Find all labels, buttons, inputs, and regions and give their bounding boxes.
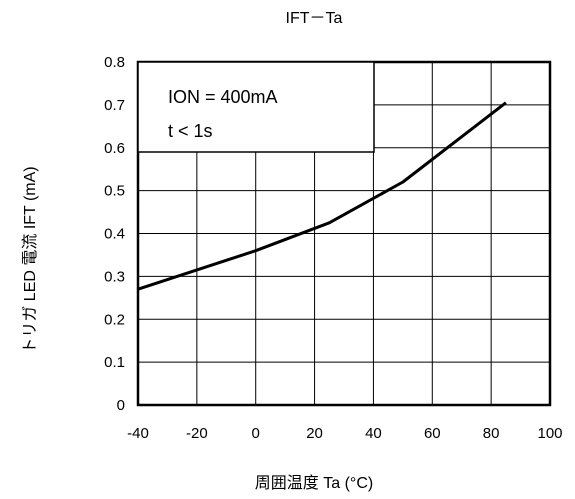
x-tick-labels: -40 -20 0 20 40 60 80 100 xyxy=(127,425,562,442)
y-tick-label: 0.8 xyxy=(104,54,125,71)
series-line xyxy=(137,101,507,291)
x-tick-label: 80 xyxy=(483,425,500,442)
x-tick-label: 40 xyxy=(365,425,382,442)
y-tick-label: 0.4 xyxy=(104,226,125,243)
x-tick-label: -20 xyxy=(186,425,208,442)
annotation-line-1: ION = 400mA xyxy=(168,87,278,107)
y-tick-label: 0 xyxy=(117,397,125,414)
x-axis-label: 周囲温度 Ta (°C) xyxy=(255,474,373,492)
chart-title: IFT－Ta xyxy=(286,10,343,27)
x-tick-label: 100 xyxy=(537,425,562,442)
y-tick-labels: 0 0.1 0.2 0.3 0.4 0.5 0.6 0.7 0.8 xyxy=(104,54,125,414)
y-axis-label: トリガ LED 電流 IFT (mA) xyxy=(21,166,39,353)
y-tick-label: 0.7 xyxy=(104,97,125,114)
x-tick-label: 20 xyxy=(306,425,323,442)
annotation-box xyxy=(137,61,375,153)
y-tick-label: 0.6 xyxy=(104,140,125,157)
y-tick-label: 0.5 xyxy=(104,183,125,200)
y-tick-label: 0.2 xyxy=(104,311,125,328)
annotation-line-2: t < 1s xyxy=(168,121,213,141)
x-tick-label: 0 xyxy=(252,425,260,442)
x-tick-label: 60 xyxy=(424,425,441,442)
x-tick-label: -40 xyxy=(127,425,149,442)
series-group xyxy=(137,101,507,291)
y-tick-label: 0.3 xyxy=(104,268,125,285)
y-tick-label: 0.1 xyxy=(104,354,125,371)
